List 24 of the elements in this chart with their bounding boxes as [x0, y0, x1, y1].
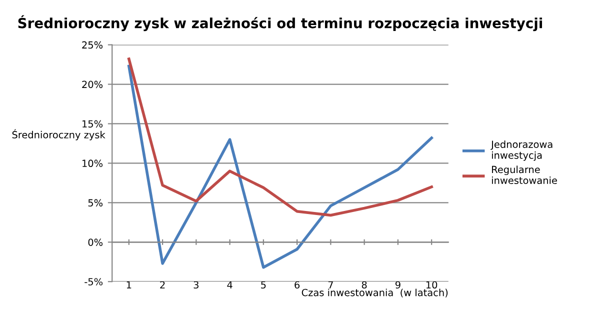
x-tick-label: 6: [294, 281, 300, 289]
y-tick-label: 0%: [88, 238, 103, 246]
y-tick-label: 10%: [82, 160, 103, 168]
legend-label: Regularne inwestowanie: [492, 166, 557, 184]
x-tick-label: 4: [227, 281, 232, 288]
y-axis-title: Średnioroczny zysk: [12, 129, 106, 140]
x-tick-label: 8: [362, 281, 367, 289]
line-series: [128, 58, 433, 217]
x-axis-title: Czas inwestowania (w latach): [302, 288, 448, 298]
chart-title: Średnioroczny zysk w zależności od terminu rozpoczęcia inwestycji: [18, 15, 542, 32]
x-tick-label: 2: [160, 281, 165, 288]
y-tick-label: 25%: [82, 41, 103, 49]
x-tick-label: 10: [426, 281, 438, 289]
y-tick-label: 20%: [82, 80, 103, 88]
y-tick-label: 5%: [88, 199, 103, 206]
x-tick-label: 3: [194, 281, 198, 289]
x-tick-label: 1: [126, 281, 132, 288]
line-series: [128, 64, 433, 269]
x-tick-label: 9: [395, 281, 400, 289]
x-tick-label: 5: [261, 281, 266, 289]
legend-label: Jednorazowa inwestycja: [490, 140, 552, 161]
y-tick-label: 15%: [82, 120, 103, 128]
x-tick-label: 7: [328, 281, 333, 288]
y-tick-label: -5%: [84, 278, 103, 286]
